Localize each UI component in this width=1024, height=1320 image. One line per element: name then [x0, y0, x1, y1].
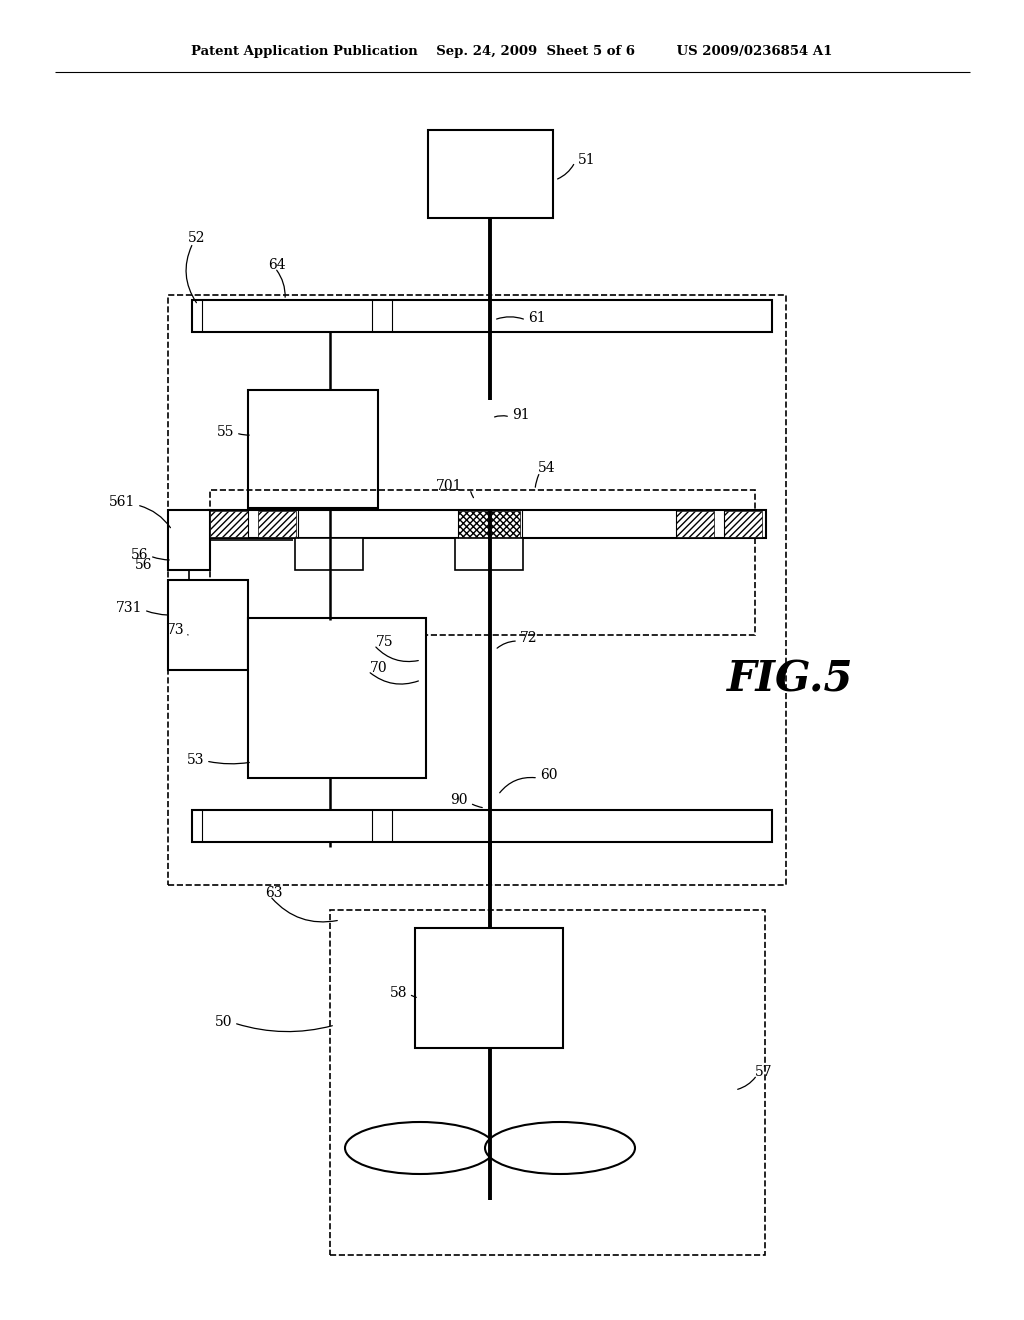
Bar: [295, 539, 362, 570]
Text: 561: 561: [109, 495, 135, 510]
Text: 91: 91: [512, 408, 529, 422]
Text: 53: 53: [186, 752, 204, 767]
Bar: [676, 511, 714, 537]
Ellipse shape: [485, 1122, 635, 1173]
Bar: [455, 539, 523, 570]
Text: Patent Application Publication    Sep. 24, 2009  Sheet 5 of 6         US 2009/02: Patent Application Publication Sep. 24, …: [191, 45, 833, 58]
Text: FIG.5: FIG.5: [727, 659, 853, 701]
Text: 75: 75: [376, 635, 393, 649]
Bar: [168, 294, 786, 884]
Bar: [258, 511, 296, 537]
Text: 52: 52: [188, 231, 206, 246]
Text: 701: 701: [435, 479, 462, 492]
Bar: [193, 300, 772, 333]
Bar: [428, 129, 553, 218]
Bar: [208, 510, 766, 539]
Text: 731: 731: [116, 601, 142, 615]
Bar: [168, 579, 248, 671]
Bar: [193, 810, 772, 842]
Bar: [248, 389, 378, 508]
Text: 56: 56: [134, 558, 152, 572]
Text: 56: 56: [130, 548, 148, 562]
Text: 58: 58: [389, 986, 407, 1001]
Text: 57: 57: [755, 1065, 773, 1078]
Bar: [210, 490, 755, 635]
Text: 73: 73: [167, 623, 185, 638]
Bar: [458, 511, 520, 537]
Text: 64: 64: [268, 257, 286, 272]
Text: 63: 63: [265, 886, 283, 900]
Bar: [724, 511, 762, 537]
Text: 72: 72: [520, 631, 538, 645]
Text: 51: 51: [578, 153, 596, 168]
Text: 70: 70: [370, 661, 388, 675]
Bar: [248, 618, 426, 777]
Text: 61: 61: [528, 312, 546, 325]
Text: 90: 90: [451, 793, 468, 807]
Bar: [330, 909, 765, 1255]
Bar: [168, 510, 210, 570]
Text: 55: 55: [216, 425, 234, 440]
Bar: [415, 928, 563, 1048]
Text: 54: 54: [538, 461, 556, 475]
Ellipse shape: [345, 1122, 495, 1173]
Bar: [210, 511, 248, 537]
Text: 60: 60: [540, 768, 557, 781]
Text: 50: 50: [214, 1015, 232, 1030]
